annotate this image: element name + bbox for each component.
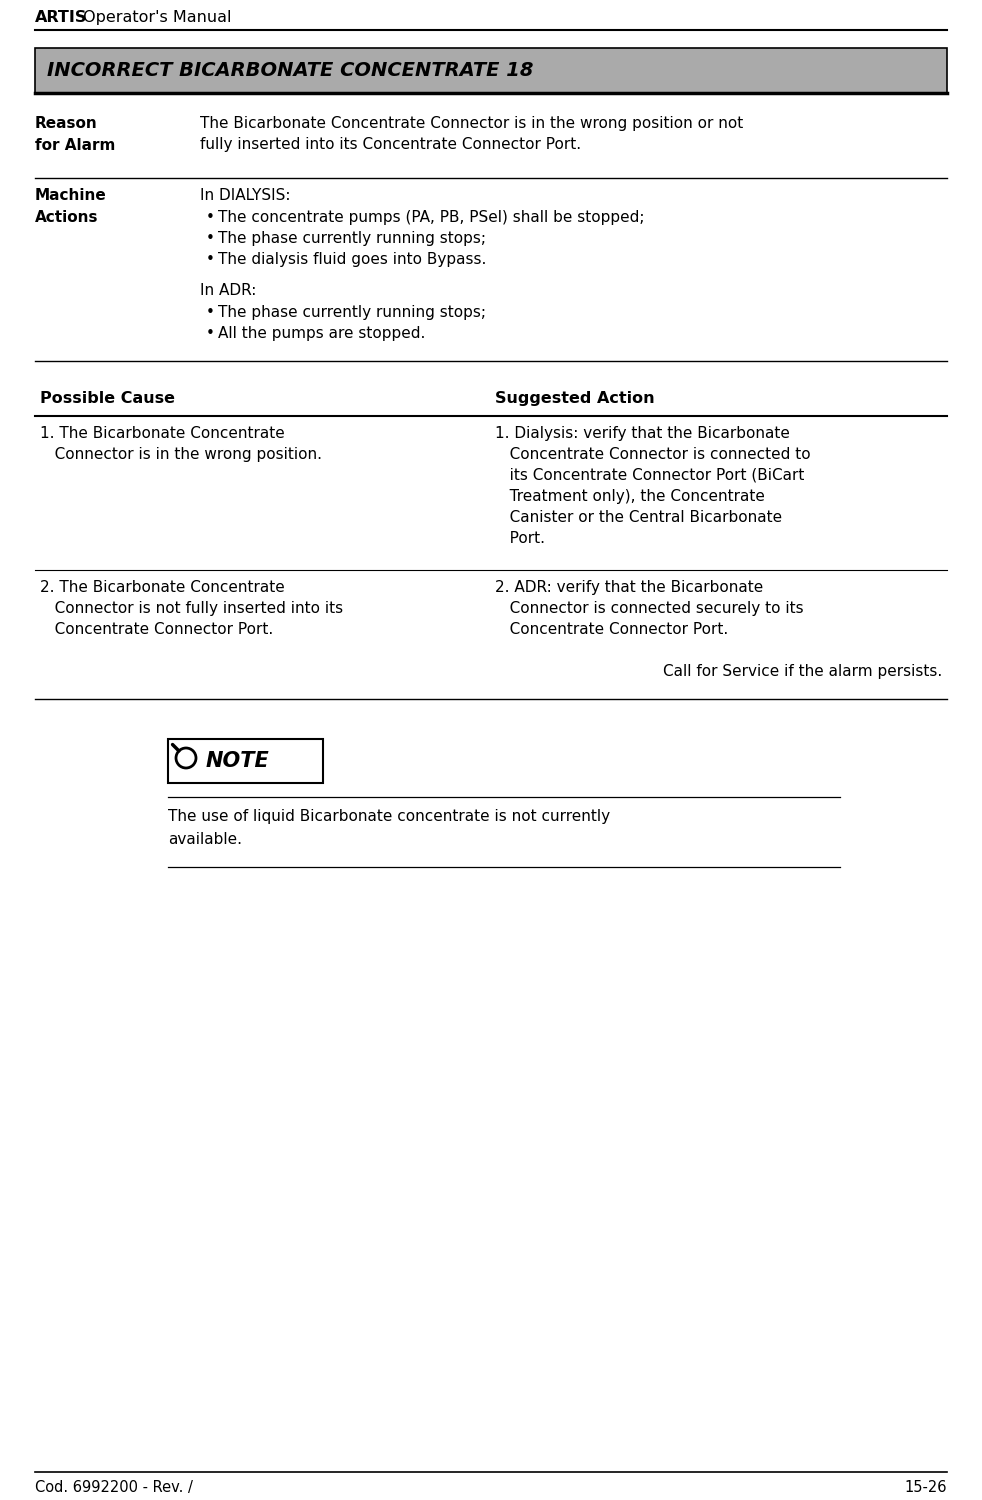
Text: 2. The Bicarbonate Concentrate: 2. The Bicarbonate Concentrate bbox=[40, 580, 285, 596]
Text: Machine
Actions: Machine Actions bbox=[35, 188, 107, 225]
Text: In ADR:: In ADR: bbox=[200, 284, 256, 298]
Text: Concentrate Connector is connected to: Concentrate Connector is connected to bbox=[495, 447, 810, 462]
Text: The dialysis fluid goes into Bypass.: The dialysis fluid goes into Bypass. bbox=[218, 252, 486, 267]
Text: its Concentrate Connector Port (BiCart: its Concentrate Connector Port (BiCart bbox=[495, 468, 804, 483]
Text: All the pumps are stopped.: All the pumps are stopped. bbox=[218, 326, 425, 340]
Text: •: • bbox=[206, 326, 215, 340]
Text: The Bicarbonate Concentrate Connector is in the wrong position or not
fully inse: The Bicarbonate Concentrate Connector is… bbox=[200, 116, 743, 152]
Text: INCORRECT BICARBONATE CONCENTRATE 18: INCORRECT BICARBONATE CONCENTRATE 18 bbox=[47, 62, 533, 80]
Text: In DIALYSIS:: In DIALYSIS: bbox=[200, 188, 291, 202]
Text: Call for Service if the alarm persists.: Call for Service if the alarm persists. bbox=[663, 664, 942, 680]
Text: •: • bbox=[206, 231, 215, 246]
Text: 15-26: 15-26 bbox=[904, 1480, 947, 1496]
Text: Canister or the Central Bicarbonate: Canister or the Central Bicarbonate bbox=[495, 510, 782, 525]
Bar bbox=[35, 48, 947, 93]
Text: Concentrate Connector Port.: Concentrate Connector Port. bbox=[495, 622, 729, 638]
Text: Connector is connected securely to its: Connector is connected securely to its bbox=[495, 602, 803, 616]
Text: Connector is not fully inserted into its: Connector is not fully inserted into its bbox=[40, 602, 343, 616]
Text: ARTIS: ARTIS bbox=[35, 10, 87, 26]
Text: The phase currently running stops;: The phase currently running stops; bbox=[218, 231, 486, 246]
Text: 1. Dialysis: verify that the Bicarbonate: 1. Dialysis: verify that the Bicarbonate bbox=[495, 426, 790, 441]
Text: The concentrate pumps (PA, PB, PSel) shall be stopped;: The concentrate pumps (PA, PB, PSel) sha… bbox=[218, 210, 644, 225]
Text: •: • bbox=[206, 252, 215, 267]
Text: 2. ADR: verify that the Bicarbonate: 2. ADR: verify that the Bicarbonate bbox=[495, 580, 763, 596]
Text: Possible Cause: Possible Cause bbox=[40, 392, 175, 406]
Text: 1. The Bicarbonate Concentrate: 1. The Bicarbonate Concentrate bbox=[40, 426, 285, 441]
Text: •: • bbox=[206, 210, 215, 225]
Text: Port.: Port. bbox=[495, 531, 545, 546]
Text: The phase currently running stops;: The phase currently running stops; bbox=[218, 304, 486, 320]
Text: Operator's Manual: Operator's Manual bbox=[78, 10, 232, 26]
Text: NOTE: NOTE bbox=[206, 752, 270, 771]
Text: Concentrate Connector Port.: Concentrate Connector Port. bbox=[40, 622, 273, 638]
Text: Reason
for Alarm: Reason for Alarm bbox=[35, 116, 115, 153]
Text: •: • bbox=[206, 304, 215, 320]
Text: available.: available. bbox=[168, 833, 242, 848]
Text: Cod. 6992200 - Rev. /: Cod. 6992200 - Rev. / bbox=[35, 1480, 192, 1496]
Bar bbox=[168, 740, 323, 783]
Text: Connector is in the wrong position.: Connector is in the wrong position. bbox=[40, 447, 322, 462]
Text: Treatment only), the Concentrate: Treatment only), the Concentrate bbox=[495, 489, 765, 504]
Text: Suggested Action: Suggested Action bbox=[495, 392, 655, 406]
Text: The use of liquid Bicarbonate concentrate is not currently: The use of liquid Bicarbonate concentrat… bbox=[168, 808, 610, 824]
